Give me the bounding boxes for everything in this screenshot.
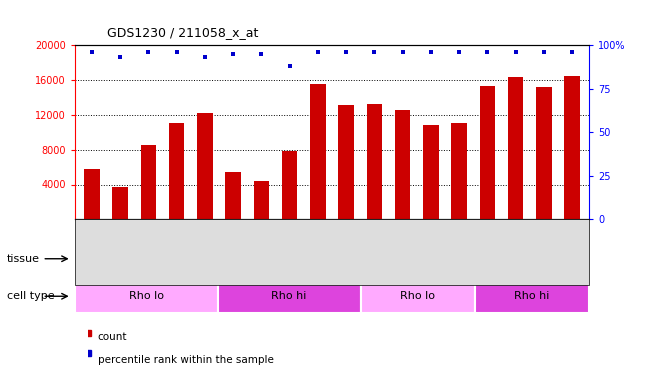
Text: Rho hi: Rho hi bbox=[514, 291, 549, 301]
Bar bbox=[339, 105, 354, 219]
Point bbox=[539, 49, 549, 55]
Text: bone marrow: bone marrow bbox=[438, 254, 512, 264]
Bar bbox=[508, 77, 523, 219]
Text: umbilical cord blood: umbilical cord blood bbox=[161, 254, 274, 264]
Text: cell type: cell type bbox=[7, 291, 54, 301]
Point bbox=[143, 49, 154, 55]
Bar bbox=[536, 87, 551, 219]
Bar bbox=[480, 86, 495, 219]
Bar bbox=[75, 242, 361, 276]
Point bbox=[341, 49, 352, 55]
Point bbox=[510, 49, 521, 55]
Point bbox=[87, 49, 97, 55]
Point bbox=[115, 54, 125, 60]
Point bbox=[567, 49, 577, 55]
Text: GDS1230 / 211058_x_at: GDS1230 / 211058_x_at bbox=[107, 26, 259, 39]
Bar bbox=[169, 123, 184, 219]
Point bbox=[369, 49, 380, 55]
Bar bbox=[451, 123, 467, 219]
Point bbox=[312, 49, 323, 55]
Bar bbox=[75, 279, 217, 313]
Bar bbox=[361, 242, 589, 276]
Text: Rho lo: Rho lo bbox=[400, 291, 436, 301]
Point bbox=[284, 63, 295, 69]
Point bbox=[256, 51, 266, 57]
Bar bbox=[361, 279, 475, 313]
Bar bbox=[141, 145, 156, 219]
Point bbox=[454, 49, 464, 55]
Text: tissue: tissue bbox=[7, 254, 40, 264]
Text: Rho lo: Rho lo bbox=[129, 291, 164, 301]
Bar bbox=[564, 76, 580, 219]
Bar bbox=[310, 84, 326, 219]
Bar bbox=[282, 152, 298, 219]
Point bbox=[200, 54, 210, 60]
Bar bbox=[475, 279, 589, 313]
Bar bbox=[367, 104, 382, 219]
Bar bbox=[225, 172, 241, 219]
Point bbox=[171, 49, 182, 55]
Bar bbox=[395, 110, 410, 219]
Bar bbox=[217, 279, 361, 313]
Bar bbox=[113, 187, 128, 219]
Bar bbox=[84, 169, 100, 219]
Text: count: count bbox=[98, 333, 127, 342]
Bar bbox=[423, 125, 439, 219]
Bar bbox=[254, 181, 269, 219]
Point bbox=[426, 49, 436, 55]
Point bbox=[482, 49, 493, 55]
Text: Rho hi: Rho hi bbox=[271, 291, 307, 301]
Point bbox=[228, 51, 238, 57]
Point bbox=[398, 49, 408, 55]
Text: percentile rank within the sample: percentile rank within the sample bbox=[98, 355, 273, 365]
Bar bbox=[197, 113, 213, 219]
